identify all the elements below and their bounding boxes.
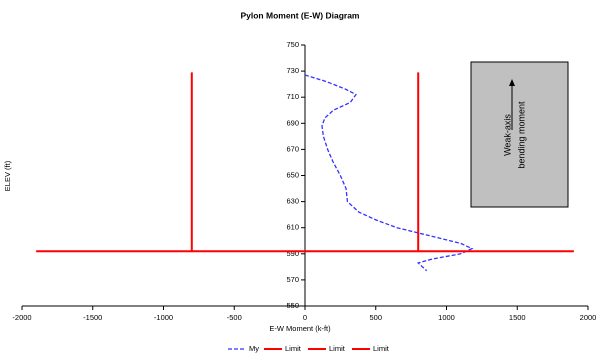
legend-label: Limit [373,344,390,353]
y-tick-label: 630 [286,197,299,206]
annotation-text: Weak-axis [502,114,512,156]
x-tick-label: -2000 [12,313,31,322]
x-tick-label: 2000 [580,313,597,322]
y-tick-label: 570 [286,275,299,284]
annotation-arrowhead [509,79,515,86]
y-tick-label: 590 [286,249,299,258]
x-axis-label: E-W Moment (k-ft) [269,324,331,333]
x-tick-label: -1500 [83,313,102,322]
x-tick-label: 1000 [438,313,455,322]
y-tick-label: 670 [286,144,299,153]
legend-label: Limit [329,344,346,353]
y-tick-label: 730 [286,66,299,75]
x-tick-label: 0 [303,313,307,322]
y-tick-label: 690 [286,118,299,127]
y-tick-label: 750 [286,40,299,49]
x-tick-label: 500 [369,313,382,322]
annotation-text: bending moment [516,101,526,169]
y-tick-label: 710 [286,92,299,101]
x-tick-label: -500 [227,313,242,322]
x-tick-label: 1500 [509,313,526,322]
series-line [304,74,474,272]
chart-title: Pylon Moment (E-W) Diagram [240,10,359,20]
y-tick-label: 550 [286,301,299,310]
x-tick-label: -1000 [154,313,173,322]
y-tick-label: 650 [286,170,299,179]
annotation-box [470,61,569,208]
y-axis-label: ELEV (ft) [3,160,12,191]
y-tick-label: 610 [286,223,299,232]
legend-label: My [249,344,259,353]
legend-label: Limit [285,344,302,353]
